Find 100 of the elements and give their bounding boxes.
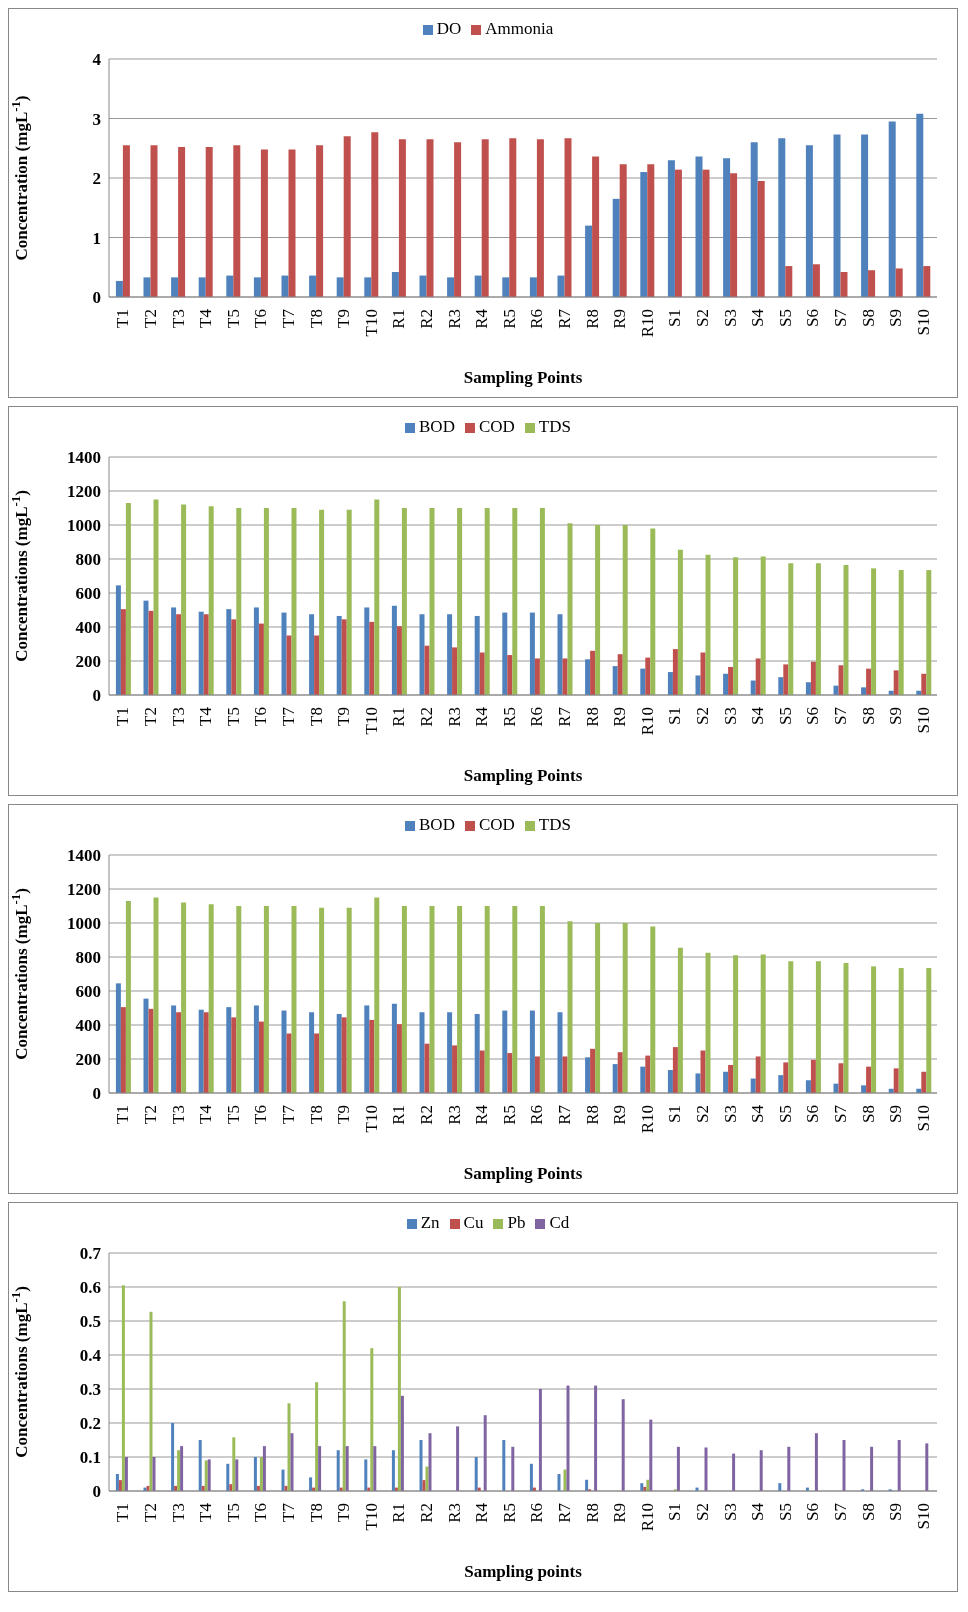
x-tick-label: T10 <box>361 309 381 337</box>
y-tick-label: 200 <box>75 1050 101 1070</box>
x-tick-label: R2 <box>416 707 436 727</box>
legend-label: TDS <box>538 417 571 436</box>
y-tick-label: 0 <box>92 686 101 706</box>
x-tick-label: R6 <box>527 309 547 329</box>
x-tick-label: T3 <box>168 1503 188 1522</box>
x-tick-label: T10 <box>361 1503 381 1531</box>
x-tick-label: R9 <box>610 1105 630 1125</box>
x-tick-label: R5 <box>499 1105 519 1125</box>
x-axis-title: Sampling Points <box>463 1164 583 1183</box>
x-tick-label: S2 <box>692 1105 712 1123</box>
x-tick-label: R6 <box>527 1503 547 1523</box>
y-tick-label: 800 <box>75 948 101 968</box>
x-tick-label: R9 <box>610 309 630 329</box>
x-tick-label: R10 <box>637 1105 657 1134</box>
legend-label: COD <box>478 815 515 834</box>
x-axis-title: Sampling Points <box>463 766 583 785</box>
x-tick-label: T3 <box>168 309 188 328</box>
x-tick-label: S10 <box>913 1105 933 1132</box>
x-axis-title: Sampling points <box>464 1562 583 1581</box>
x-tick-label: S3 <box>720 1105 740 1123</box>
legend-label: DO <box>436 19 462 38</box>
x-tick-label: S5 <box>775 1503 795 1521</box>
x-tick-label: R3 <box>444 309 464 329</box>
y-tick-label: 0.4 <box>79 1346 102 1366</box>
x-tick-label: R3 <box>444 1105 464 1125</box>
x-tick-label: R1 <box>389 1503 409 1523</box>
x-tick-label: S1 <box>665 1503 685 1521</box>
x-tick-label: R8 <box>582 707 602 727</box>
x-axis-title: Sampling Points <box>463 368 583 387</box>
y-tick-label: 0.1 <box>79 1448 101 1468</box>
x-tick-label: S1 <box>665 1105 685 1123</box>
x-tick-label: S5 <box>775 707 795 725</box>
x-tick-label: T5 <box>223 1105 243 1124</box>
y-tick-label: 1 <box>92 228 101 248</box>
y-tick-label: 0.2 <box>79 1414 101 1434</box>
x-tick-label: R3 <box>444 707 464 727</box>
x-tick-label: S10 <box>913 707 933 734</box>
x-tick-label: T4 <box>196 706 216 726</box>
legend-label: TDS <box>538 815 571 834</box>
x-tick-label: R4 <box>472 1502 492 1523</box>
x-tick-label: T3 <box>168 707 188 726</box>
x-tick-label: T8 <box>306 1105 326 1124</box>
x-tick-label: S2 <box>692 707 712 725</box>
x-tick-label: R8 <box>582 309 602 329</box>
x-tick-label: R8 <box>582 1503 602 1523</box>
x-tick-label: T1 <box>113 1503 133 1522</box>
x-tick-label: R5 <box>499 309 519 329</box>
x-tick-label: T10 <box>361 707 381 735</box>
x-tick-label: S1 <box>665 707 685 725</box>
x-tick-label: T1 <box>113 707 133 726</box>
x-tick-label: T6 <box>251 1503 271 1522</box>
y-tick-label: 1000 <box>67 516 101 536</box>
x-tick-label: T4 <box>196 308 216 328</box>
x-tick-label: R2 <box>416 1503 436 1523</box>
x-tick-label: S8 <box>858 707 878 725</box>
y-tick-label: 0.5 <box>79 1312 101 1332</box>
y-tick-label: 0.3 <box>79 1380 101 1400</box>
x-tick-label: T1 <box>113 1105 133 1124</box>
x-tick-label: S5 <box>775 309 795 327</box>
y-tick-label: 400 <box>75 618 101 638</box>
x-tick-label: S7 <box>830 1502 850 1521</box>
x-tick-label: S2 <box>692 309 712 327</box>
x-tick-label: R5 <box>499 1503 519 1523</box>
x-tick-label: S3 <box>720 309 740 327</box>
x-tick-label: R1 <box>389 1105 409 1125</box>
x-tick-label: R7 <box>554 1104 574 1125</box>
x-tick-label: R7 <box>554 706 574 727</box>
y-tick-label: 0 <box>92 1482 101 1502</box>
y-tick-label: 1000 <box>67 914 101 934</box>
legend-label: COD <box>478 417 515 436</box>
legend-label: Cd <box>549 1213 570 1232</box>
x-tick-label: T9 <box>334 1105 354 1124</box>
x-tick-label: T6 <box>251 1105 271 1124</box>
y-tick-label: 4 <box>92 50 102 70</box>
legend-label: Ammonia <box>485 19 554 38</box>
x-tick-label: T5 <box>223 309 243 328</box>
x-tick-label: T7 <box>278 1104 298 1124</box>
x-tick-label: R4 <box>472 308 492 329</box>
legend-label: Pb <box>507 1213 526 1232</box>
x-tick-label: S7 <box>830 1104 850 1123</box>
y-tick-label: 600 <box>75 982 101 1002</box>
x-tick-label: S9 <box>886 1503 906 1521</box>
x-tick-label: T2 <box>140 707 160 726</box>
y-tick-label: 800 <box>75 550 101 570</box>
x-tick-label: S2 <box>692 1503 712 1521</box>
y-tick-label: 400 <box>75 1016 101 1036</box>
y-tick-label: 1400 <box>67 448 101 468</box>
x-tick-label: T3 <box>168 1105 188 1124</box>
legend-label: BOD <box>419 417 455 436</box>
x-tick-label: T7 <box>278 1502 298 1522</box>
x-tick-label: T9 <box>334 707 354 726</box>
x-tick-label: S9 <box>886 707 906 725</box>
x-tick-label: R6 <box>527 707 547 727</box>
x-tick-label: S8 <box>858 1503 878 1521</box>
y-tick-label: 0 <box>92 288 101 308</box>
x-tick-label: R3 <box>444 1503 464 1523</box>
y-tick-label: 200 <box>75 652 101 672</box>
x-tick-label: R4 <box>472 706 492 727</box>
